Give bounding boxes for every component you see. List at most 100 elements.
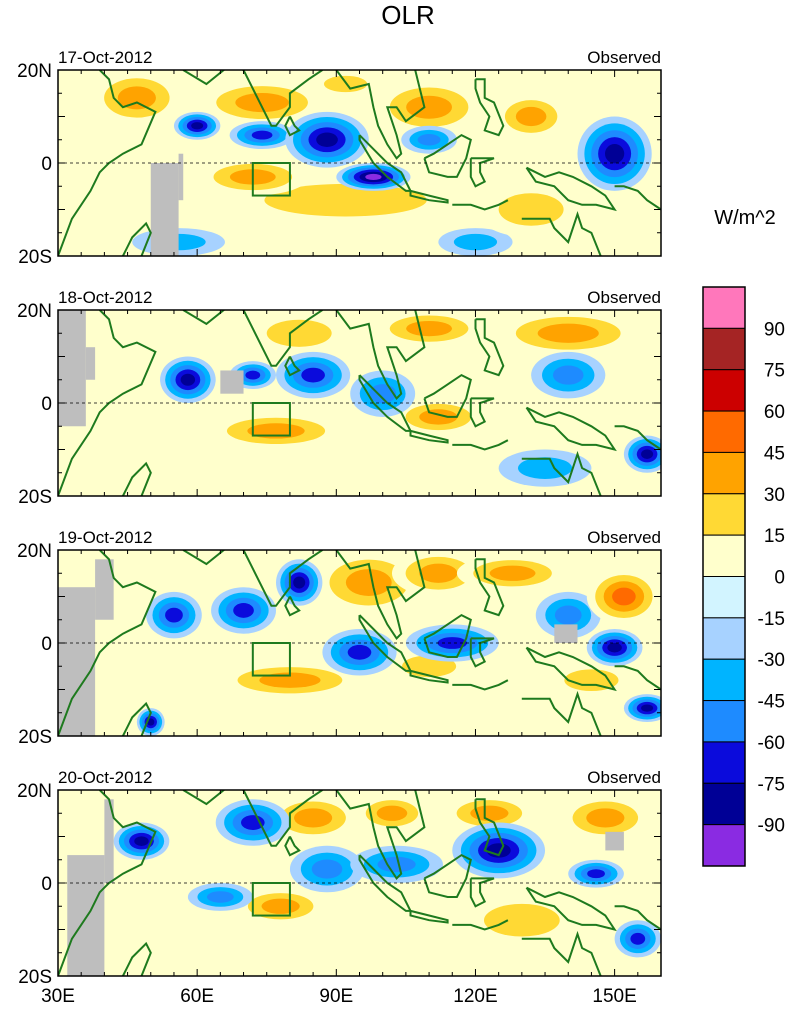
panel-date: 18-Oct-2012	[58, 288, 153, 307]
olr-contour	[311, 859, 343, 879]
olr-contour	[630, 932, 646, 945]
olr-contour	[134, 836, 149, 846]
olr-contour	[264, 183, 427, 217]
olr-contour	[437, 637, 468, 649]
olr-contour	[419, 563, 458, 583]
coastline	[284, 836, 301, 857]
coastline	[525, 646, 617, 692]
colorbar-label: 0	[774, 568, 785, 589]
coastline	[182, 550, 323, 607]
coastline	[614, 185, 661, 211]
coastline	[521, 930, 602, 976]
analysis-box	[251, 162, 291, 197]
coastline	[525, 166, 617, 212]
coastline	[525, 886, 617, 932]
coastline	[469, 637, 495, 668]
olr-field	[58, 310, 661, 496]
missing-data-cell	[220, 370, 244, 394]
olr-contour	[206, 891, 234, 903]
colorbar-swatch	[702, 410, 746, 453]
x-tick-label: 120E	[453, 986, 497, 1007]
olr-contour	[517, 457, 573, 479]
olr-contour	[251, 130, 273, 140]
coastline	[614, 905, 661, 931]
coastline	[335, 550, 426, 640]
coastline	[284, 356, 301, 377]
coastline	[335, 70, 426, 160]
coastline	[474, 318, 505, 377]
x-tick-label: 30E	[41, 986, 75, 1007]
olr-contour	[180, 373, 196, 386]
coastline	[521, 450, 602, 496]
coastline	[122, 941, 152, 976]
coastline	[409, 189, 449, 204]
y-tick-label: 0	[41, 154, 52, 175]
olr-contour	[347, 644, 372, 660]
colorbar-swatch	[702, 782, 746, 826]
colorbar-swatch	[702, 824, 746, 867]
olr-contour	[266, 319, 332, 347]
y-tick-label: 20N	[17, 781, 52, 802]
olr-field	[58, 70, 661, 256]
missing-data-cell	[104, 799, 114, 883]
olr-contour	[552, 365, 584, 385]
y-tick-label: 20S	[18, 487, 52, 508]
panel-source-label: Observed	[587, 48, 661, 67]
coastline	[182, 790, 323, 847]
olr-contour	[554, 605, 582, 625]
y-tick-label: 20N	[17, 541, 52, 562]
panel-3: 20N 0 20S 19-Oct-2012 Observed	[17, 528, 662, 748]
map-panels: 20N 0 20S 17-Oct-2012 Observed 20N 0 20S 18-Oct-…	[17, 48, 662, 988]
coastline	[469, 877, 495, 908]
coastline	[335, 790, 426, 880]
colorbar-label: -15	[758, 609, 785, 630]
coastline	[122, 221, 152, 256]
coastline	[58, 790, 157, 976]
colorbar-swatch	[702, 369, 746, 412]
coastline	[182, 70, 323, 127]
analysis-box	[251, 402, 291, 437]
olr-contour	[241, 815, 265, 830]
coastline	[452, 919, 509, 931]
colorbar-label: 75	[764, 361, 785, 382]
olr-contour	[293, 576, 306, 589]
olr-contour	[377, 856, 416, 873]
coastline	[182, 310, 323, 367]
y-tick-label: 20N	[17, 301, 52, 322]
olr-contour	[233, 603, 254, 618]
colorbar-label: -30	[758, 650, 785, 671]
olr-contour	[235, 92, 289, 113]
x-tick-label: 60E	[180, 986, 214, 1007]
colorbar-label: 30	[764, 485, 785, 506]
missing-data-cell	[58, 310, 86, 427]
colorbar-swatch	[702, 286, 746, 329]
coastline	[358, 614, 413, 672]
olr-field	[58, 790, 661, 976]
y-tick-label: 0	[41, 874, 52, 895]
coastline	[474, 78, 505, 137]
olr-contour	[604, 144, 625, 164]
olr-contour	[376, 805, 408, 821]
olr-contour	[165, 607, 183, 623]
coastline	[122, 461, 152, 496]
missing-data-cell	[67, 855, 105, 976]
olr-contour	[191, 122, 204, 130]
coastline	[452, 679, 509, 691]
coastline	[423, 133, 472, 178]
olr-contour	[470, 805, 509, 821]
olr-contour	[641, 704, 654, 712]
coastline	[469, 397, 495, 428]
olr-contour	[587, 869, 605, 879]
coastline	[409, 429, 449, 444]
missing-data-cell	[95, 559, 114, 620]
coastline	[423, 613, 472, 658]
y-tick-label: 20S	[18, 247, 52, 268]
colorbar-swatch	[702, 741, 746, 784]
panel-source-label: Observed	[587, 768, 661, 787]
y-tick-label: 20S	[18, 727, 52, 748]
olr-contour	[612, 587, 636, 606]
colorbar-swatch	[702, 451, 746, 495]
olr-contour	[489, 565, 536, 581]
coastline	[423, 373, 472, 418]
olr-contour	[261, 898, 300, 914]
